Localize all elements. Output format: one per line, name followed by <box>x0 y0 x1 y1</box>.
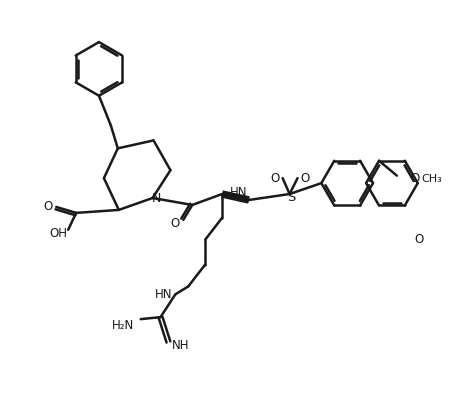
Text: O: O <box>414 233 423 246</box>
Text: O: O <box>270 172 279 184</box>
Text: HN: HN <box>230 186 248 199</box>
Text: O: O <box>301 172 310 184</box>
Text: O: O <box>410 172 419 185</box>
Text: H₂N: H₂N <box>112 319 134 331</box>
Text: CH₃: CH₃ <box>421 174 442 184</box>
Text: HN: HN <box>155 288 172 301</box>
Text: NH: NH <box>171 339 189 352</box>
Text: O: O <box>171 217 180 230</box>
Text: O: O <box>44 200 53 213</box>
Polygon shape <box>222 194 249 203</box>
Text: OH: OH <box>49 227 67 240</box>
Text: N: N <box>152 192 161 205</box>
Text: S: S <box>288 190 296 203</box>
